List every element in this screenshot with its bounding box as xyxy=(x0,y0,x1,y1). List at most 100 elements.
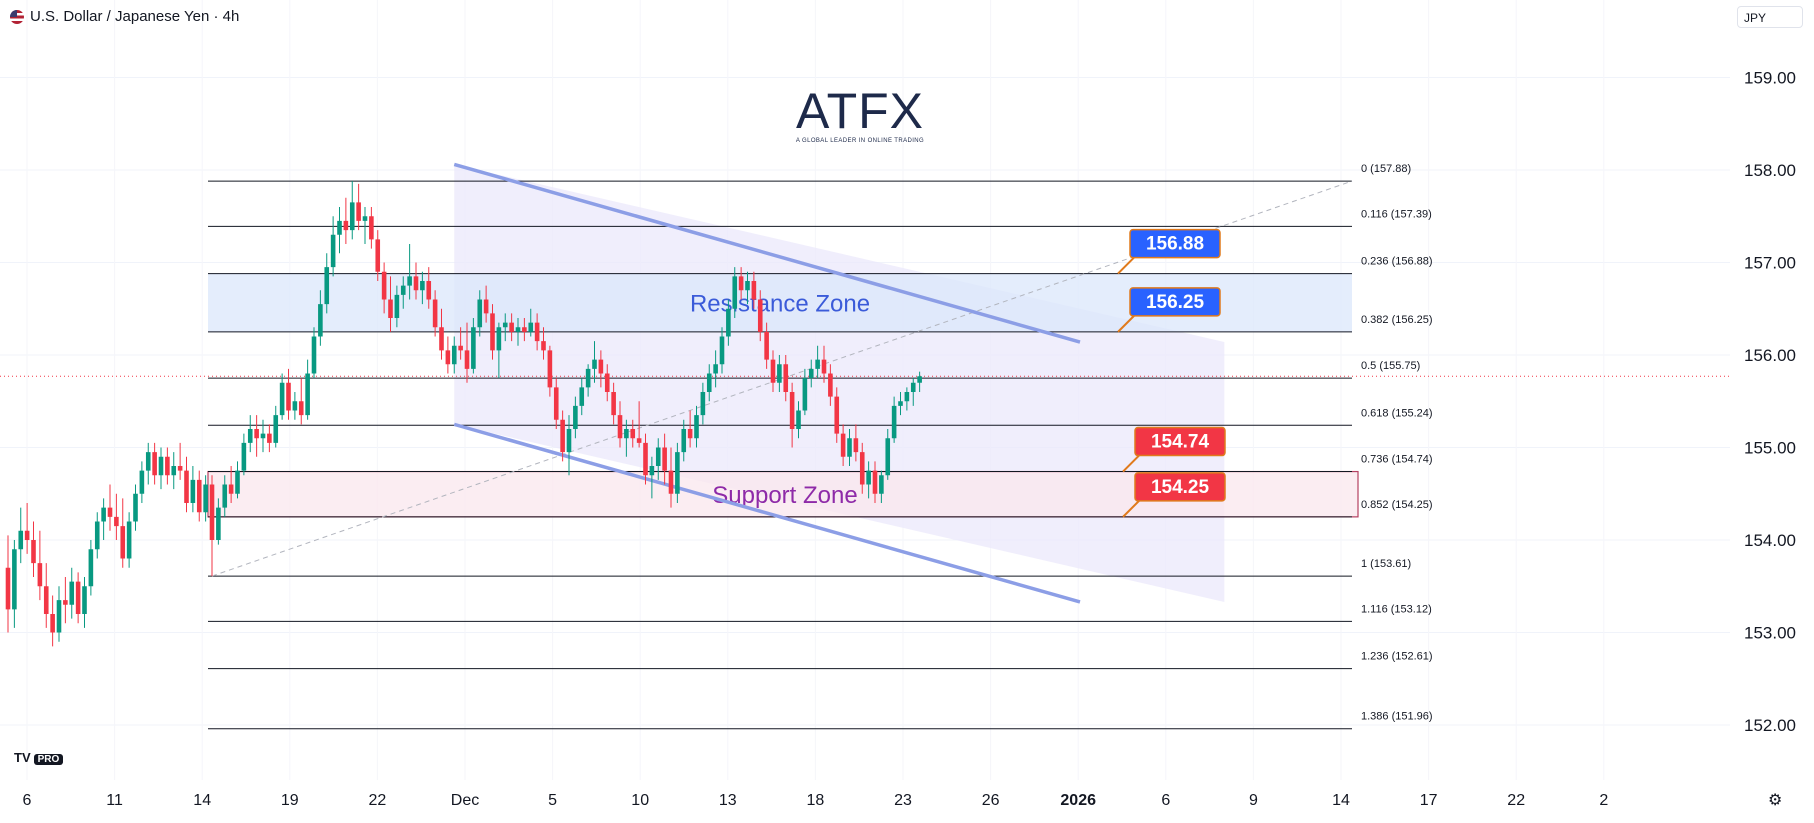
currency-selector[interactable]: JPY xyxy=(1737,6,1803,28)
price-tag: 154.74 xyxy=(1122,426,1226,473)
fib-label: 1.386 (151.96) xyxy=(1361,711,1433,723)
x-tick-label: 22 xyxy=(1507,792,1525,809)
y-tick-label: 154.00 xyxy=(1744,531,1796,550)
candle-body xyxy=(279,382,285,416)
candle-body xyxy=(553,387,559,420)
candle-body xyxy=(292,401,298,411)
resistance-zone-label: Resistance Zone xyxy=(690,291,870,318)
candle-body xyxy=(464,350,470,369)
candle-body xyxy=(388,299,393,318)
candle-body xyxy=(840,433,846,457)
candle-body xyxy=(82,586,87,614)
candle xyxy=(751,271,757,309)
candle-body xyxy=(592,359,597,369)
candle-body xyxy=(898,401,903,406)
candle-body xyxy=(700,392,706,416)
candle-body xyxy=(483,299,489,314)
candle xyxy=(171,452,177,490)
candle-body xyxy=(451,345,457,365)
candle-body xyxy=(177,466,183,471)
candle xyxy=(400,276,406,309)
candle-body xyxy=(158,456,164,476)
candle xyxy=(349,181,355,240)
candle xyxy=(305,359,310,420)
price-tag-box xyxy=(1134,472,1226,502)
candle xyxy=(120,498,126,568)
candle xyxy=(56,586,62,642)
candle-body xyxy=(75,581,81,614)
candle-body xyxy=(394,294,400,318)
candle xyxy=(407,244,412,300)
candle xyxy=(139,461,145,503)
candle xyxy=(547,345,553,397)
fib-label: 0.736 (154.74) xyxy=(1361,454,1433,466)
price-tag-pointer xyxy=(1122,454,1140,473)
candle xyxy=(745,271,750,305)
candle xyxy=(279,373,285,420)
candle xyxy=(592,341,597,383)
candle-body xyxy=(88,549,94,587)
candle xyxy=(764,322,769,369)
candle-body xyxy=(726,308,731,337)
y-tick-label: 156.00 xyxy=(1744,346,1796,365)
symbol-header[interactable]: U.S. Dollar / Japanese Yen · 4h xyxy=(10,8,239,25)
candle xyxy=(330,216,336,277)
candle-body xyxy=(694,415,699,439)
x-axis: 6 11 14 19 22 Dec 5 10 13 18 23 26 2026 6 9 14 17 22 2 xyxy=(23,792,1609,809)
candle-body xyxy=(815,359,820,369)
candle-body xyxy=(777,364,782,383)
tv-mark: TV xyxy=(14,750,31,765)
gear-icon[interactable]: ⚙ xyxy=(1768,792,1783,809)
candle-body xyxy=(643,442,648,476)
candle xyxy=(541,327,546,360)
candle-body xyxy=(37,563,43,587)
candle-body xyxy=(783,364,789,392)
candle xyxy=(426,267,432,309)
candle-body xyxy=(222,484,228,508)
candle xyxy=(509,313,514,342)
candle xyxy=(579,378,585,416)
candle-body xyxy=(254,429,259,439)
pro-badge: PRO xyxy=(33,754,64,765)
candle-body xyxy=(630,429,636,439)
candle xyxy=(808,359,814,388)
candle-body xyxy=(228,484,234,494)
candle xyxy=(24,503,30,554)
x-tick-label: 26 xyxy=(982,792,1000,809)
candle-body xyxy=(866,470,871,485)
candle xyxy=(853,424,859,462)
candle-body xyxy=(298,401,304,416)
x-tick-label: Dec xyxy=(451,792,479,809)
candle-body xyxy=(165,456,170,476)
channel-lines xyxy=(453,162,1081,604)
y-axis: 159.00 158.00 157.00 156.00 155.00 154.00 153.… xyxy=(1744,69,1796,736)
candle-body xyxy=(617,415,623,439)
y-tick-label: 152.00 xyxy=(1744,716,1796,735)
candle xyxy=(681,419,687,462)
candle xyxy=(706,364,712,402)
candle-body xyxy=(579,387,585,406)
candle xyxy=(177,442,183,480)
candle-body xyxy=(611,392,616,416)
candle-body xyxy=(757,299,763,332)
candle-body xyxy=(853,438,859,453)
candle xyxy=(413,262,419,300)
x-tick-label: 13 xyxy=(719,792,737,809)
x-tick-label: 23 xyxy=(894,792,912,809)
candle xyxy=(298,378,304,425)
candle xyxy=(687,410,693,448)
candle-body xyxy=(904,392,910,402)
candle-body xyxy=(305,373,310,416)
candle-body xyxy=(18,530,24,550)
candle-body xyxy=(120,526,126,559)
candle xyxy=(840,424,846,466)
x-tick-label: 22 xyxy=(369,792,387,809)
candle xyxy=(821,345,827,383)
candle-body xyxy=(267,433,272,443)
candle-body xyxy=(789,392,795,429)
candle xyxy=(624,419,629,457)
tradingview-logo[interactable]: TV PRO xyxy=(14,750,64,765)
y-tick-label: 159.00 xyxy=(1744,69,1796,88)
candle xyxy=(152,442,157,485)
